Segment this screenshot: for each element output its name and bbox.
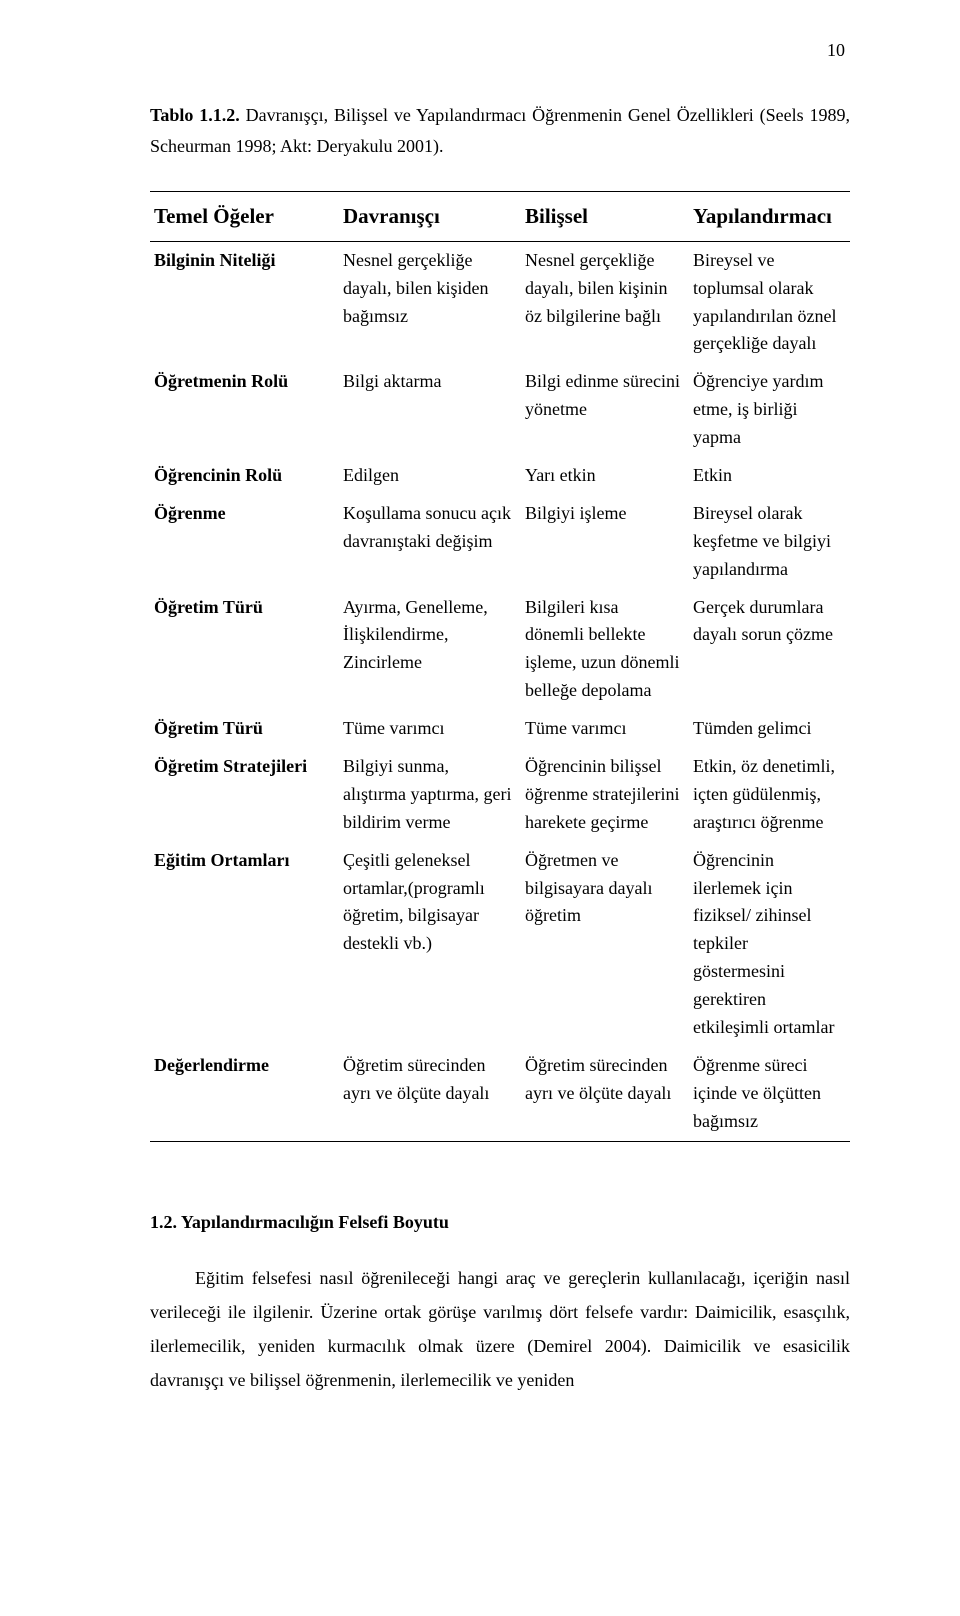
row-label: Öğrencinin Rolü: [150, 457, 339, 495]
table-cell: Edilgen: [339, 457, 521, 495]
table-cell: Nesnel gerçekliğe dayalı, bilen kişiden …: [339, 241, 521, 363]
table-cell: Tümden gelimci: [689, 710, 850, 748]
table-cell: Tüme varımcı: [521, 710, 689, 748]
caption-bold: Tablo 1.1.2.: [150, 105, 240, 125]
row-label: Bilginin Niteliği: [150, 241, 339, 363]
header-cell: Davranışçı: [339, 192, 521, 242]
row-label: Değerlendirme: [150, 1047, 339, 1141]
row-label: Öğretim Türü: [150, 710, 339, 748]
table-cell: Öğrencinin ilerlemek için fiziksel/ zihi…: [689, 842, 850, 1047]
row-label: Eğitim Ortamları: [150, 842, 339, 1047]
table-row: Öğretim TürüAyırma, Genelleme, İlişkilen…: [150, 589, 850, 711]
table-cell: Bilgi aktarma: [339, 363, 521, 457]
page-container: 10 Tablo 1.1.2. Davranışçı, Bilişsel ve …: [0, 0, 960, 1616]
table-cell: Gerçek durumlara dayalı sorun çözme: [689, 589, 850, 711]
table-cell: Öğrenme süreci içinde ve ölçütten bağıms…: [689, 1047, 850, 1141]
row-label: Öğretim Türü: [150, 589, 339, 711]
table-row: Eğitim OrtamlarıÇeşitli geleneksel ortam…: [150, 842, 850, 1047]
table-row: Öğretim StratejileriBilgiyi sunma, alışt…: [150, 748, 850, 842]
table-cell: Etkin: [689, 457, 850, 495]
table-cell: Bireysel ve toplumsal olarak yapılandırı…: [689, 241, 850, 363]
header-cell: Yapılandırmacı: [689, 192, 850, 242]
table-cell: Bilgileri kısa dönemli bellekte işleme, …: [521, 589, 689, 711]
table-cell: Yarı etkin: [521, 457, 689, 495]
table-row: Bilginin NiteliğiNesnel gerçekliğe dayal…: [150, 241, 850, 363]
table-row: Öğrencinin RolüEdilgenYarı etkinEtkin: [150, 457, 850, 495]
caption-text: Davranışçı, Bilişsel ve Yapılandırmacı Ö…: [150, 105, 850, 156]
header-cell: Bilişsel: [521, 192, 689, 242]
table-cell: Bilgi edinme sürecini yönetme: [521, 363, 689, 457]
comparison-table: Temel Öğeler Davranışçı Bilişsel Yapılan…: [150, 191, 850, 1141]
table-cell: Öğretmen ve bilgisayara dayalı öğretim: [521, 842, 689, 1047]
table-cell: Koşullama sonucu açık davranıştaki değiş…: [339, 495, 521, 589]
table-row: DeğerlendirmeÖğretim sürecinden ayrı ve …: [150, 1047, 850, 1141]
table-caption: Tablo 1.1.2. Davranışçı, Bilişsel ve Yap…: [150, 100, 850, 161]
table-row: Öğretmenin RolüBilgi aktarmaBilgi edinme…: [150, 363, 850, 457]
body-paragraph: Eğitim felsefesi nasıl öğrenileceği hang…: [150, 1261, 850, 1398]
table-cell: Tüme varımcı: [339, 710, 521, 748]
table-row: Öğretim TürüTüme varımcıTüme varımcıTümd…: [150, 710, 850, 748]
header-cell: Temel Öğeler: [150, 192, 339, 242]
table-cell: Öğrencinin bilişsel öğrenme stratejileri…: [521, 748, 689, 842]
table-cell: Öğretim sürecinden ayrı ve ölçüte dayalı: [339, 1047, 521, 1141]
page-number: 10: [827, 40, 845, 61]
table-cell: Bireysel olarak keşfetme ve bilgiyi yapı…: [689, 495, 850, 589]
table-cell: Öğretim sürecinden ayrı ve ölçüte dayalı: [521, 1047, 689, 1141]
table-row: ÖğrenmeKoşullama sonucu açık davranıştak…: [150, 495, 850, 589]
row-label: Öğretim Stratejileri: [150, 748, 339, 842]
table-cell: Etkin, öz denetimli, içten güdülenmiş, a…: [689, 748, 850, 842]
table-cell: Nesnel gerçekliğe dayalı, bilen kişinin …: [521, 241, 689, 363]
table-body: Bilginin NiteliğiNesnel gerçekliğe dayal…: [150, 241, 850, 1141]
table-header-row: Temel Öğeler Davranışçı Bilişsel Yapılan…: [150, 192, 850, 242]
row-label: Öğrenme: [150, 495, 339, 589]
table-cell: Bilgiyi işleme: [521, 495, 689, 589]
row-label: Öğretmenin Rolü: [150, 363, 339, 457]
table-cell: Çeşitli geleneksel ortamlar,(programlı ö…: [339, 842, 521, 1047]
table-cell: Bilgiyi sunma, alıştırma yaptırma, geri …: [339, 748, 521, 842]
table-cell: Ayırma, Genelleme, İlişkilendirme, Zinci…: [339, 589, 521, 711]
table-cell: Öğrenciye yardım etme, iş birliği yapma: [689, 363, 850, 457]
section-heading: 1.2. Yapılandırmacılığın Felsefi Boyutu: [150, 1212, 850, 1233]
